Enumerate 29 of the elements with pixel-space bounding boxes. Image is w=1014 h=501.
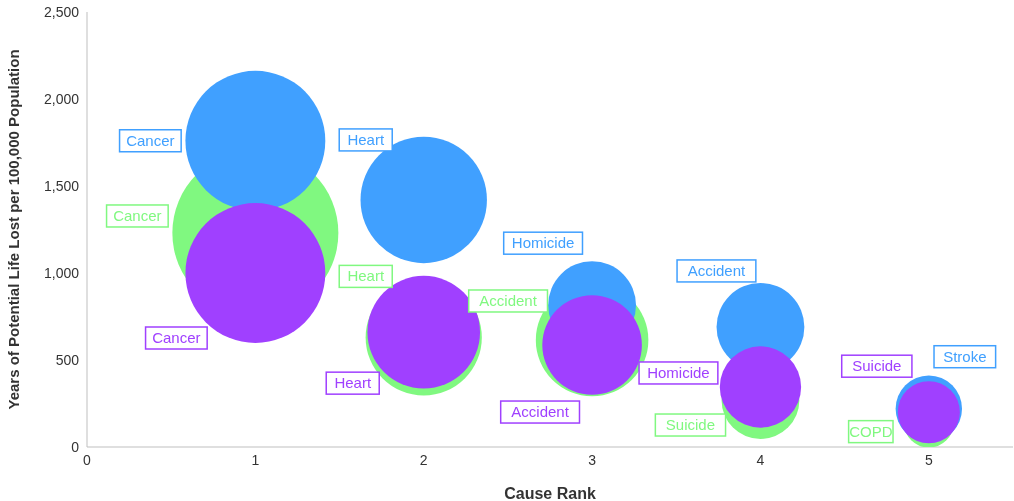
annotation: Stroke [943, 347, 987, 365]
x-axis-title: Cause Rank [504, 485, 596, 501]
annotation: Suicide [852, 357, 902, 375]
y-tick-label: 0 [71, 438, 80, 455]
annotation: Heart [334, 374, 372, 392]
annotation: Accident [511, 403, 570, 421]
y-tick-label: 2,000 [43, 90, 80, 107]
y-axis-title: Years of Potential Life Lost per 100,000 Population [5, 49, 23, 410]
x-tick-label: 3 [588, 451, 597, 468]
x-tick-label: 2 [419, 451, 428, 468]
x-tick-label: 4 [756, 451, 765, 468]
y-tick-label: 1,000 [43, 264, 80, 281]
x-tick-label: 5 [924, 451, 933, 468]
annotation: Cancer [113, 206, 162, 224]
annotation: Accident [479, 291, 538, 309]
x-tick-label: 1 [251, 451, 260, 468]
annotation: Heart [347, 130, 385, 148]
annotation: Heart [347, 267, 385, 285]
annotation: Accident [687, 261, 747, 279]
annotation: Homicide [511, 234, 575, 252]
annotation: Suicide [665, 416, 716, 434]
y-tick-label: 500 [55, 351, 80, 368]
y-tick-label: 1,500 [43, 177, 80, 194]
annotation: Homicide [647, 363, 710, 381]
y-tick-label: 2,500 [43, 3, 80, 20]
annotation: Cancer [152, 329, 201, 346]
x-tick-label: 0 [83, 451, 92, 468]
annotation: COPD [849, 422, 893, 440]
annotation: Cancer [126, 131, 175, 149]
